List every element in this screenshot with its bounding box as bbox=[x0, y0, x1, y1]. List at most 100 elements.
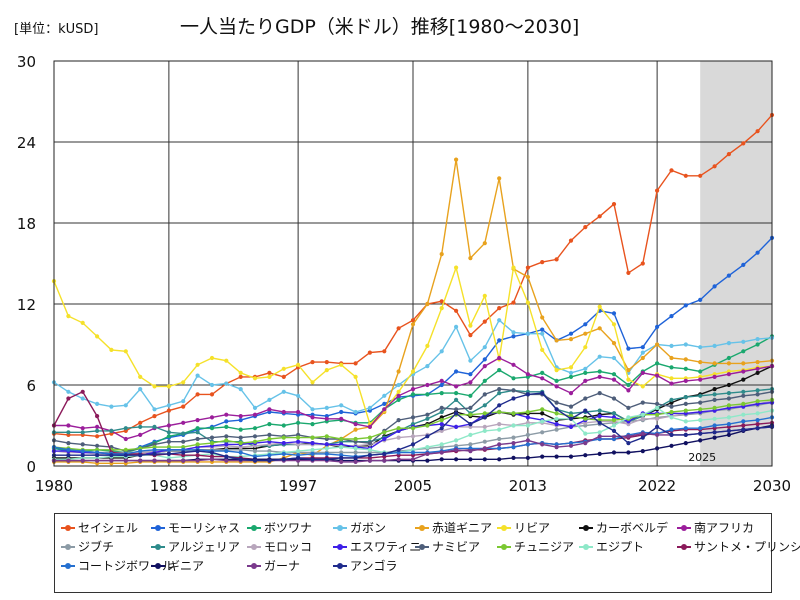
data-point bbox=[568, 238, 574, 243]
data-point bbox=[497, 355, 502, 361]
data-point bbox=[712, 416, 717, 421]
data-point bbox=[726, 428, 732, 433]
data-point bbox=[95, 334, 100, 339]
data-point bbox=[626, 346, 631, 351]
legend-swatch bbox=[151, 523, 165, 533]
data-point bbox=[726, 273, 732, 278]
data-point bbox=[66, 423, 71, 428]
data-point bbox=[482, 357, 487, 362]
data-point bbox=[741, 419, 746, 424]
data-point bbox=[726, 396, 732, 401]
data-point bbox=[195, 436, 200, 442]
data-point bbox=[95, 434, 100, 439]
data-point bbox=[597, 354, 602, 359]
legend-label: サントメ・プリンシペ bbox=[694, 540, 800, 554]
data-point bbox=[439, 426, 444, 431]
data-point bbox=[497, 409, 502, 415]
data-point bbox=[209, 457, 215, 462]
data-point bbox=[80, 430, 85, 435]
data-point bbox=[181, 404, 186, 409]
data-point bbox=[109, 347, 114, 352]
data-point bbox=[123, 453, 128, 458]
data-point bbox=[712, 361, 717, 366]
data-point bbox=[540, 347, 545, 352]
data-point bbox=[224, 458, 229, 463]
data-point bbox=[439, 306, 444, 311]
data-point bbox=[755, 129, 760, 134]
data-point bbox=[425, 301, 430, 307]
data-point bbox=[741, 349, 746, 354]
data-point bbox=[698, 393, 703, 398]
data-point bbox=[224, 381, 229, 386]
data-point bbox=[382, 430, 387, 435]
data-point bbox=[238, 374, 243, 379]
data-point bbox=[439, 349, 444, 354]
data-point bbox=[80, 458, 85, 463]
data-point bbox=[209, 441, 215, 446]
data-point bbox=[324, 368, 329, 373]
data-point bbox=[367, 458, 372, 463]
data-point bbox=[252, 426, 258, 431]
axes: 1980 1988 1997 2005 2013 2022 2030 0 6 12 18 24 30 bbox=[17, 53, 791, 495]
data-point bbox=[339, 362, 344, 367]
data-point bbox=[138, 420, 143, 425]
data-point bbox=[195, 392, 200, 397]
data-point bbox=[468, 333, 473, 338]
data-point bbox=[698, 426, 703, 431]
data-point bbox=[468, 256, 473, 261]
data-point bbox=[339, 455, 344, 460]
data-point bbox=[640, 384, 645, 389]
data-point bbox=[353, 409, 358, 415]
data-point bbox=[425, 423, 430, 428]
data-point bbox=[741, 339, 746, 344]
data-point bbox=[683, 303, 688, 308]
data-point bbox=[166, 451, 171, 456]
data-point bbox=[339, 409, 344, 415]
data-point bbox=[410, 387, 416, 392]
data-point bbox=[238, 450, 243, 455]
data-point bbox=[66, 447, 71, 452]
data-point bbox=[669, 415, 674, 420]
data-point bbox=[511, 411, 516, 416]
data-point bbox=[497, 338, 502, 343]
data-point bbox=[209, 415, 215, 420]
data-point bbox=[741, 141, 746, 146]
data-point bbox=[511, 334, 516, 339]
data-point bbox=[281, 409, 286, 415]
legend-label: 南アフリカ bbox=[694, 521, 755, 535]
data-point bbox=[683, 173, 688, 178]
legend-swatch bbox=[247, 561, 261, 571]
data-point bbox=[554, 422, 559, 427]
data-point bbox=[497, 368, 502, 373]
data-point bbox=[439, 450, 444, 455]
data-point bbox=[181, 420, 186, 425]
data-point bbox=[138, 387, 143, 392]
legend-swatch bbox=[247, 523, 261, 533]
data-point bbox=[367, 405, 372, 410]
data-point bbox=[281, 435, 286, 440]
data-point bbox=[583, 416, 588, 421]
data-point bbox=[482, 293, 487, 298]
legend-label: ガーナ bbox=[264, 559, 301, 573]
data-point bbox=[238, 427, 243, 432]
chart-title: 一人当たりGDP（米ドル）推移[1980～2030] bbox=[180, 16, 580, 38]
data-point bbox=[597, 430, 602, 435]
data-point bbox=[597, 420, 602, 425]
data-point bbox=[482, 378, 487, 383]
data-point bbox=[611, 341, 617, 346]
data-point bbox=[339, 436, 344, 442]
data-point bbox=[382, 451, 387, 456]
data-point bbox=[482, 424, 487, 429]
data-point bbox=[497, 446, 502, 451]
data-point bbox=[698, 431, 703, 436]
data-point bbox=[310, 451, 315, 456]
data-point bbox=[568, 370, 574, 375]
data-point bbox=[626, 434, 631, 439]
data-point bbox=[611, 396, 617, 401]
data-point bbox=[454, 324, 459, 329]
data-point bbox=[425, 416, 430, 421]
data-point bbox=[310, 441, 315, 446]
data-point bbox=[640, 449, 645, 454]
legend-item: ガーナ bbox=[247, 557, 333, 574]
data-point bbox=[109, 458, 114, 463]
